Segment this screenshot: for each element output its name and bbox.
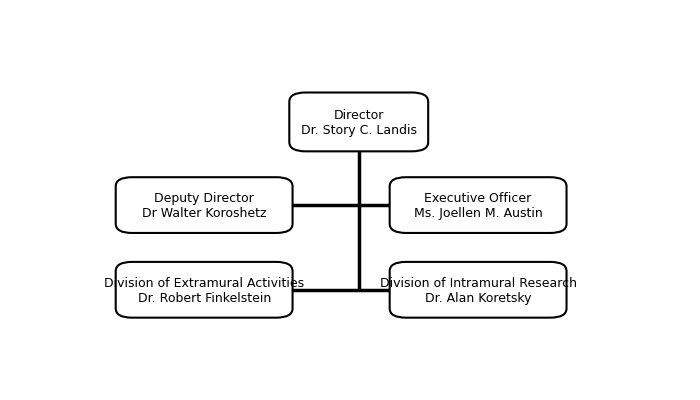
Text: Executive Officer: Executive Officer [424, 192, 532, 205]
FancyBboxPatch shape [390, 262, 566, 318]
Text: Division of Extramural Activities: Division of Extramural Activities [104, 276, 304, 290]
Text: Ms. Joellen M. Austin: Ms. Joellen M. Austin [414, 207, 542, 220]
Text: Director: Director [334, 109, 384, 122]
Text: Division of Intramural Research: Division of Intramural Research [379, 276, 577, 290]
Text: Dr. Story C. Landis: Dr. Story C. Landis [301, 124, 416, 137]
Text: Dr Walter Koroshetz: Dr Walter Koroshetz [142, 207, 267, 220]
FancyBboxPatch shape [289, 92, 428, 151]
FancyBboxPatch shape [116, 177, 293, 233]
Text: Dr. Alan Koretsky: Dr. Alan Koretsky [425, 292, 531, 305]
FancyBboxPatch shape [116, 262, 293, 318]
FancyBboxPatch shape [390, 177, 566, 233]
Text: Dr. Robert Finkelstein: Dr. Robert Finkelstein [137, 292, 271, 305]
Text: Deputy Director: Deputy Director [154, 192, 254, 205]
